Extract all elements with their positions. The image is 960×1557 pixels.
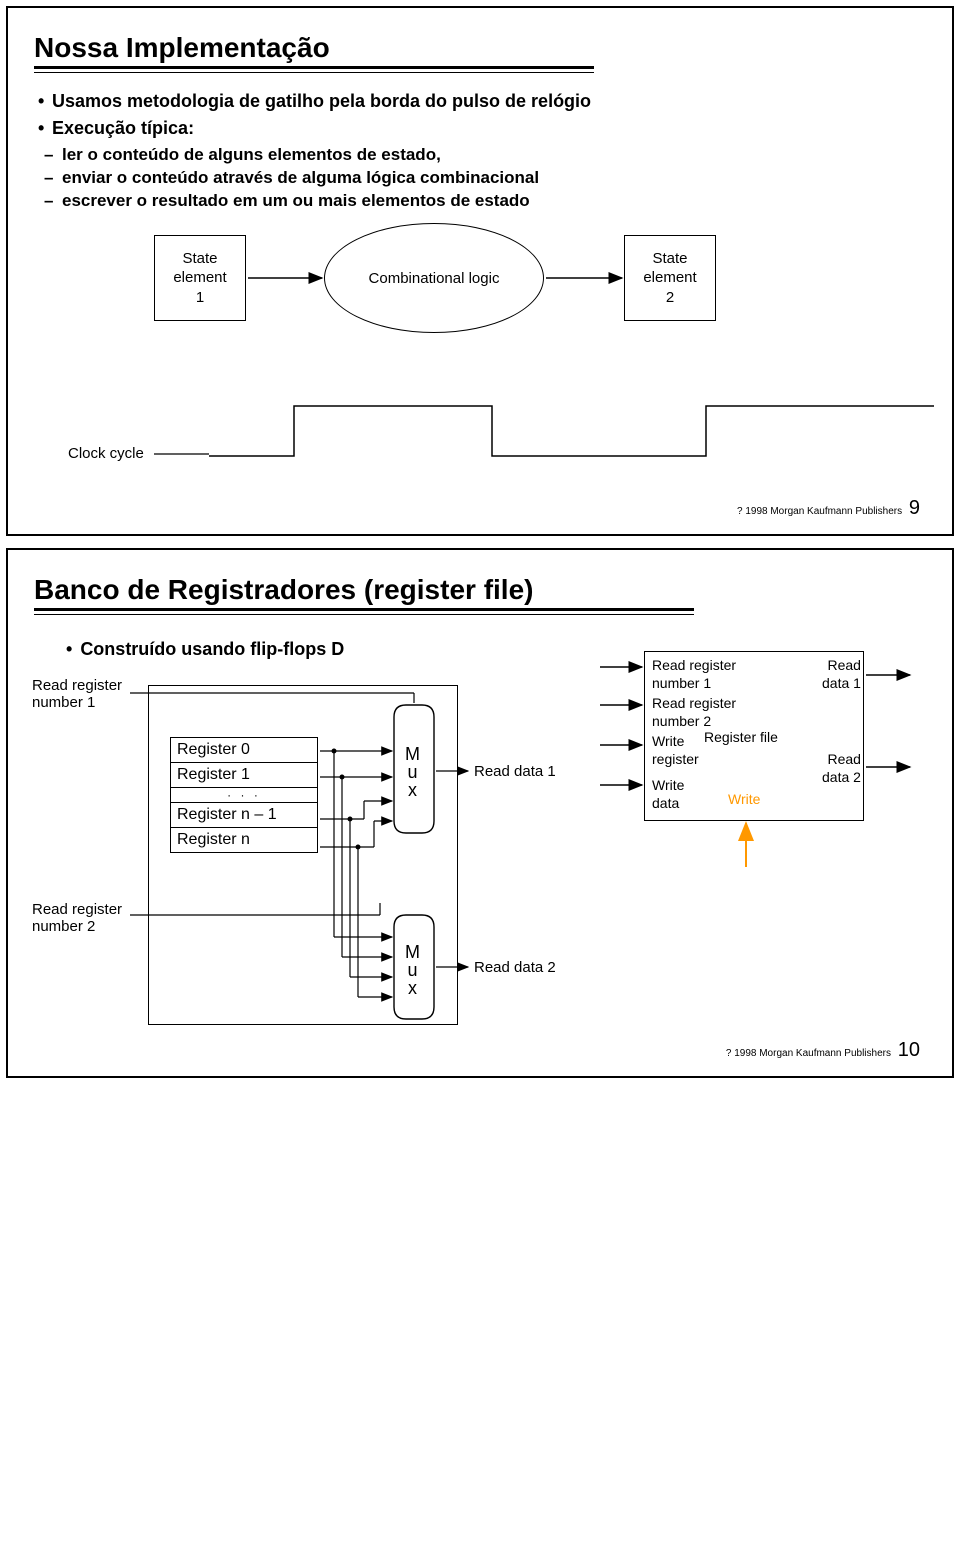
page-number-2: 10 bbox=[898, 1039, 920, 1061]
slide2-footer: ? 1998 Morgan Kaufmann Publishers 10 bbox=[34, 1039, 926, 1062]
rf-box-wires bbox=[34, 633, 934, 893]
title-underline-2 bbox=[34, 608, 694, 615]
bullet-2: Execução típica: bbox=[52, 118, 926, 139]
sub-3: escrever o resultado em um ou mais eleme… bbox=[62, 191, 926, 211]
page-number: 9 bbox=[909, 497, 920, 519]
read-data-2-label: Read data 2 bbox=[474, 959, 556, 976]
diagram-regfile: Construído usando flip-flops D Read regi… bbox=[34, 633, 926, 1033]
slide1-title: Nossa Implementação bbox=[34, 32, 926, 64]
slide1-footer: ? 1998 Morgan Kaufmann Publishers 9 bbox=[34, 497, 926, 520]
slide1-bullets: Usamos metodologia de gatilho pela borda… bbox=[34, 91, 926, 139]
clock-label-line bbox=[34, 231, 234, 491]
slide-1: Nossa Implementação Usamos metodologia d… bbox=[6, 6, 954, 536]
bullet-1: Usamos metodologia de gatilho pela borda… bbox=[52, 91, 926, 112]
slide1-subbullets: ler o conteúdo de alguns elementos de es… bbox=[34, 145, 926, 211]
sub-1: ler o conteúdo de alguns elementos de es… bbox=[62, 145, 926, 165]
slide2-title: Banco de Registradores (register file) bbox=[34, 574, 926, 606]
copyright-2: ? 1998 Morgan Kaufmann Publishers bbox=[726, 1048, 891, 1059]
diagram-clocking: State element 1 Combinational logic Stat… bbox=[34, 231, 926, 491]
copyright: ? 1998 Morgan Kaufmann Publishers bbox=[737, 506, 902, 517]
sub-2: enviar o conteúdo através de alguma lógi… bbox=[62, 168, 926, 188]
title-underline bbox=[34, 66, 594, 73]
slide-2: Banco de Registradores (register file) C… bbox=[6, 548, 954, 1078]
